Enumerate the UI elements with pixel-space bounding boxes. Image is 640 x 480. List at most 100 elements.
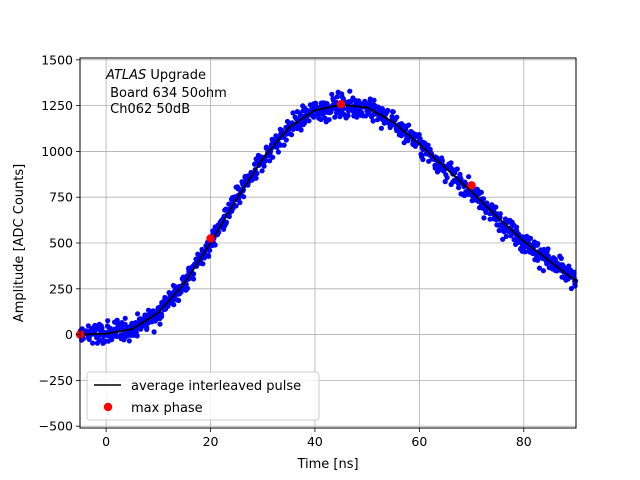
annotation-atlas: ATLAS [105, 68, 146, 83]
sample-point [275, 149, 281, 155]
sample-point [190, 276, 197, 282]
max-phase-markers [75, 99, 476, 339]
sample-point [545, 246, 551, 252]
sample-point [207, 247, 213, 253]
legend-label-average: average interleaved pulse [131, 379, 301, 394]
sample-point [420, 156, 426, 163]
sample-point [394, 114, 400, 120]
sample-point [184, 285, 191, 291]
legend-box [86, 371, 320, 421]
sample-point [306, 118, 312, 124]
max-phase-point [467, 181, 476, 190]
sample-point [493, 204, 499, 210]
sample-point [332, 114, 338, 120]
legend: average interleaved pulse max phase [86, 371, 320, 421]
y-tick-label: −250 [39, 373, 73, 388]
average-line-group [79, 103, 577, 336]
sample-point [466, 174, 472, 180]
sample-point [253, 175, 259, 181]
sample-point [162, 294, 168, 301]
sample-point [281, 142, 287, 148]
sample-point [270, 154, 276, 160]
sample-point [318, 116, 324, 123]
sample-point [371, 97, 377, 103]
sample-point [135, 311, 141, 317]
sample-point [347, 88, 353, 94]
sample-point [237, 199, 243, 206]
sample-point [434, 169, 441, 175]
sample-point [406, 122, 412, 128]
sample-point [390, 109, 396, 115]
sample-point [223, 219, 229, 225]
sample-point [497, 211, 503, 217]
sample-point [379, 106, 385, 112]
sample-point [378, 125, 384, 131]
sample-point [545, 253, 552, 259]
axis-ticks: 0 20 40 60 80 −500 −250 0 250 500 750 1000 1250 1500 [39, 52, 532, 449]
y-tick-label: 0 [65, 327, 73, 342]
annotation-line-1: ATLAS Upgrade [105, 68, 206, 83]
sample-point [288, 132, 295, 138]
sample-point [311, 114, 317, 120]
sample-point [158, 311, 164, 317]
y-tick-label: 1250 [41, 98, 73, 113]
x-tick-label: 40 [307, 434, 323, 449]
y-tick-label: −500 [39, 419, 73, 434]
sample-point [448, 160, 454, 166]
average-pulse-line [79, 103, 577, 336]
sample-point [176, 297, 182, 304]
max-phase-point [206, 234, 215, 243]
sample-point [483, 209, 489, 215]
sample-point [513, 224, 520, 230]
sample-point [212, 242, 218, 248]
sample-point [334, 94, 340, 100]
sample-point [568, 285, 575, 292]
sample-point [454, 166, 460, 172]
scatter-points [77, 88, 579, 346]
sample-point [283, 137, 289, 143]
sample-point [571, 269, 577, 275]
sample-point [254, 170, 260, 176]
sample-point [151, 329, 157, 335]
sample-point [298, 127, 304, 133]
legend-marker-swatch [103, 402, 113, 412]
sample-point [171, 302, 177, 308]
sample-point [442, 179, 448, 185]
sample-point [290, 110, 296, 116]
max-phase-point [336, 99, 346, 109]
sample-point [522, 244, 528, 250]
annotation-upgrade: Upgrade [146, 68, 206, 83]
y-tick-label: 750 [49, 190, 73, 205]
sample-point [157, 321, 163, 327]
sample-point [345, 113, 351, 119]
y-axis-label: Amplitude [ADC Counts] [12, 164, 27, 322]
legend-label-max-phase: max phase [131, 401, 203, 416]
sample-point [480, 196, 487, 202]
sample-point [126, 338, 132, 344]
sample-point [122, 315, 128, 321]
sample-point [536, 265, 543, 271]
sample-point [370, 118, 376, 124]
sample-point [270, 138, 276, 144]
sample-point [99, 325, 105, 331]
y-tick-label: 1000 [41, 144, 73, 159]
x-tick-label: 80 [516, 434, 532, 449]
sample-point [79, 326, 85, 332]
sample-point [105, 318, 111, 324]
sample-point [337, 114, 343, 120]
sample-point [416, 132, 422, 138]
sample-point [324, 101, 330, 107]
y-tick-label: 1500 [41, 52, 73, 67]
x-tick-label: 60 [411, 434, 427, 449]
sample-point [259, 168, 265, 174]
sample-point [444, 175, 450, 181]
y-tick-label: 250 [49, 281, 73, 296]
sample-point [456, 181, 462, 187]
sample-point [267, 158, 273, 164]
sample-point [114, 333, 120, 339]
sample-point [241, 194, 247, 200]
sample-point [535, 241, 541, 247]
sample-point [326, 117, 332, 123]
sample-point [206, 253, 212, 259]
